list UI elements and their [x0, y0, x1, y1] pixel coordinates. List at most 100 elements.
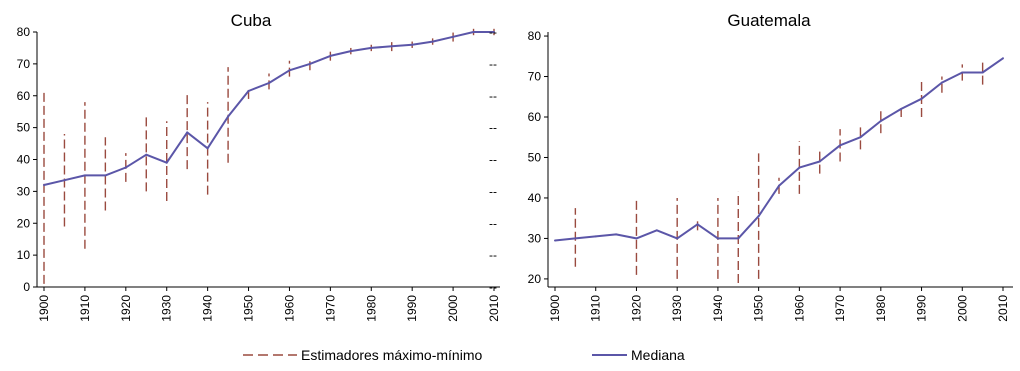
median-point: [920, 97, 923, 100]
x-tick-label: 1990: [915, 295, 929, 322]
plot-frame: [36, 32, 500, 288]
x-tick-label: 1920: [629, 295, 643, 322]
median-point: [431, 40, 434, 43]
y-tick-label: 50: [17, 121, 31, 135]
x-tick-label: 1920: [119, 295, 133, 322]
median-point: [308, 62, 311, 65]
legend-label-range: Estimadores máximo-mínimo: [301, 347, 482, 363]
median-point: [859, 136, 862, 139]
median-point: [227, 115, 230, 118]
median-point: [879, 120, 882, 123]
y-tick-mirror: --: [489, 25, 497, 39]
x-tick-label: 1930: [670, 295, 684, 322]
legend-label-median: Mediana: [631, 347, 685, 363]
median-point: [145, 153, 148, 156]
x-tick-label: 1990: [405, 295, 419, 322]
median-point: [104, 174, 107, 177]
median-point: [63, 179, 66, 182]
median-point: [43, 184, 45, 186]
median-point: [615, 233, 618, 236]
series-lines: [43, 31, 495, 186]
x-tick-label: 1950: [242, 295, 256, 322]
y-tick-mirror: --: [489, 248, 497, 262]
y-tick-label: 60: [528, 110, 542, 124]
median-point: [961, 71, 964, 74]
y-tick-label: 40: [17, 153, 31, 167]
median-point: [124, 166, 127, 169]
median-point: [778, 184, 780, 187]
x-tick-label: 1980: [364, 295, 378, 322]
x-tick-label: 1970: [323, 295, 337, 322]
median-point: [268, 82, 270, 84]
median-point: [676, 237, 679, 240]
median-point: [635, 237, 638, 240]
y-tick-label: 60: [17, 89, 31, 103]
y-tick-label: 50: [528, 150, 542, 164]
y-tick-label: 80: [528, 29, 542, 43]
x-tick-label: 1950: [752, 295, 766, 322]
x-tick-label: 1960: [792, 295, 806, 322]
median-point: [206, 147, 209, 150]
y-axis: 20 30 40 50 60 70 80: [528, 29, 548, 286]
median-point: [839, 144, 842, 147]
median-point: [329, 54, 332, 57]
y-tick-mirror: --: [489, 89, 497, 103]
x-tick-label: 1930: [160, 295, 174, 322]
y-tick-mirror: --: [489, 57, 497, 71]
x-tick-label: 1910: [589, 295, 603, 322]
y-tick-label: 10: [17, 248, 31, 262]
range-markers: [43, 28, 495, 284]
y-axis: 0 -- 10 -- 20 -- 30 -- 40 -- 50 -- 60 -- 70 -- 80 --: [17, 25, 497, 294]
median-point: [798, 166, 801, 169]
median-point: [594, 235, 597, 238]
median-point: [83, 174, 86, 177]
x-tick-label: 2000: [955, 295, 969, 322]
chart-title: Guatemala: [727, 11, 811, 30]
x-tick-label: 1960: [282, 295, 296, 322]
x-tick-label: 1910: [78, 295, 92, 322]
x-tick-label: 1940: [711, 295, 725, 322]
x-axis: 1900 1910 1920 1930 1940 1950 1960 1970 1980 1990…: [548, 287, 1010, 322]
median-point: [696, 223, 699, 226]
y-tick-label: 20: [17, 216, 31, 230]
x-tick-label: 2000: [446, 295, 460, 322]
median-point: [186, 131, 189, 134]
median-point: [493, 31, 495, 33]
median-point: [574, 237, 577, 240]
panel-cuba: Cuba 0 -- 10 -- 20 -- 30 -- 40 -- 50 -- 60 -- 70 -- 80 --…: [17, 11, 501, 322]
x-tick-label: 1900: [548, 295, 562, 322]
median-point: [370, 46, 373, 49]
median-point: [1002, 57, 1004, 60]
median-point: [472, 31, 475, 33]
median-point: [452, 35, 455, 38]
median-point: [247, 89, 250, 92]
y-tick-mirror: --: [489, 153, 497, 167]
y-tick-label: 40: [528, 191, 542, 205]
y-tick-label: 20: [528, 272, 542, 286]
y-tick-mirror: --: [489, 121, 497, 135]
x-tick-label: 1900: [37, 295, 51, 322]
median-point: [655, 229, 658, 232]
x-tick-label: 1980: [874, 295, 888, 322]
median-point: [900, 107, 903, 110]
median-point: [349, 50, 352, 53]
median-point: [716, 237, 719, 240]
y-tick-label: 0: [23, 280, 30, 294]
y-tick-label: 70: [17, 57, 31, 71]
series-line-median: [43, 31, 494, 186]
median-point: [757, 215, 760, 218]
x-tick-label: 1970: [833, 295, 847, 322]
median-point: [390, 45, 393, 48]
x-tick-label: 2010: [487, 295, 501, 322]
y-tick-label: 30: [528, 231, 542, 245]
median-point: [288, 69, 291, 72]
x-tick-label: 2010: [996, 295, 1010, 322]
median-point: [165, 161, 168, 164]
y-tick-label: 30: [17, 184, 31, 198]
median-point: [554, 239, 556, 242]
chart-title: Cuba: [231, 11, 272, 30]
median-point: [981, 71, 984, 74]
x-tick-label: 1940: [201, 295, 215, 322]
median-point: [737, 237, 740, 240]
